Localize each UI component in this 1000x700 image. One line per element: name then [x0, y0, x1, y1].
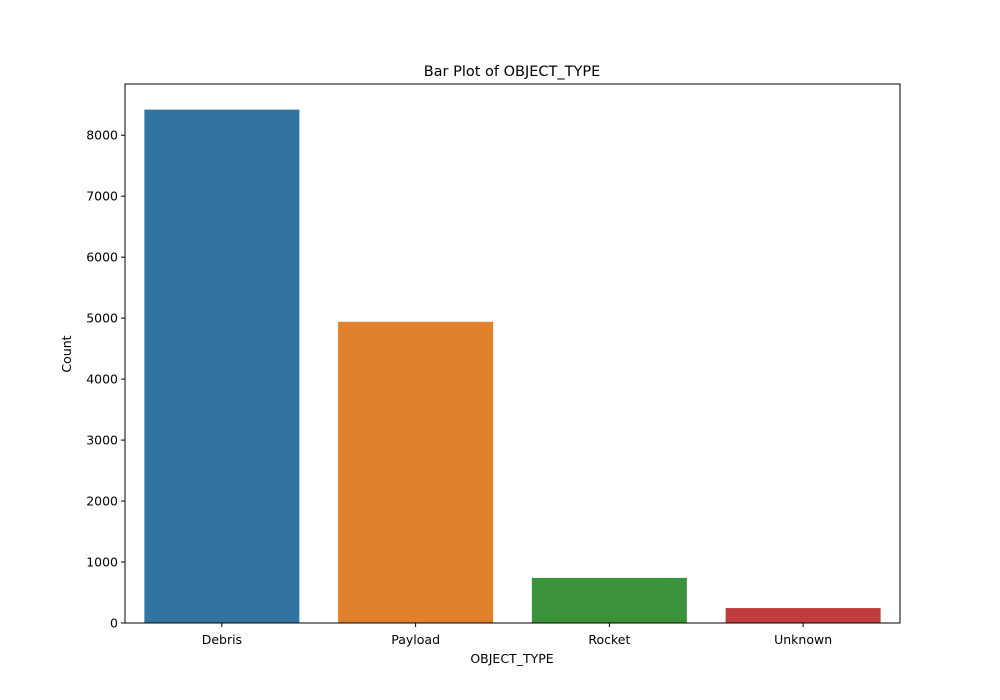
plot-frame	[124, 83, 901, 624]
y-tick-label: 8000	[86, 128, 118, 143]
x-axis-label: OBJECT_TYPE	[470, 651, 553, 666]
y-axis-ticks: 0 1000 2000 3000 4000 5000 6000 7000 8000	[86, 128, 125, 631]
x-axis-ticks: Debris Payload Rocket Unknown	[202, 623, 832, 647]
bar-payload	[338, 321, 494, 623]
bar-rocket	[531, 577, 687, 623]
x-tick-label: Unknown	[774, 632, 832, 647]
y-tick-label: 3000	[86, 433, 118, 448]
y-tick-label: 2000	[86, 494, 118, 509]
y-tick-label: 6000	[86, 250, 118, 265]
y-tick-label: 1000	[86, 555, 118, 570]
bar-unknown	[725, 608, 881, 623]
x-tick-label: Debris	[202, 632, 242, 647]
y-tick-label: 7000	[86, 189, 118, 204]
bars-group	[144, 109, 881, 624]
y-axis-label: Count	[59, 335, 74, 372]
y-tick-label: 4000	[86, 372, 118, 387]
bar-debris	[144, 109, 300, 624]
x-tick-label: Payload	[391, 632, 440, 647]
y-tick-label: 0	[110, 616, 118, 631]
x-tick-label: Rocket	[588, 632, 630, 647]
y-tick-label: 5000	[86, 311, 118, 326]
chart-title: Bar Plot of OBJECT_TYPE	[424, 64, 601, 80]
